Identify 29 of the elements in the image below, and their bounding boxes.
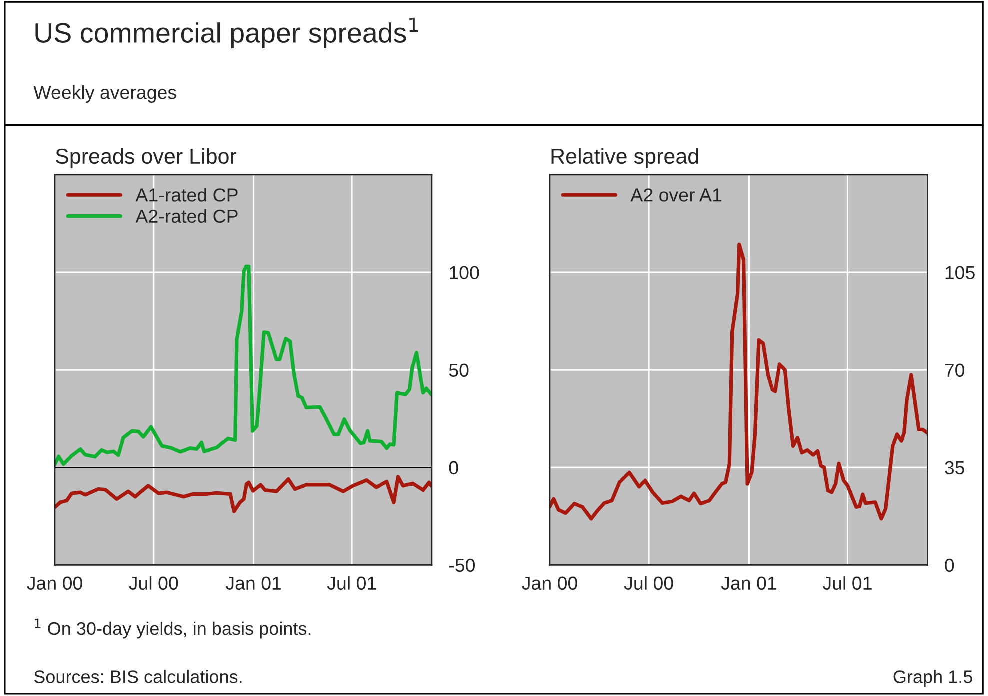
legend-label: A2-rated CP	[136, 209, 238, 224]
x-tick-label: Jul 01	[327, 576, 376, 590]
y-tick-label: 105	[946, 266, 975, 280]
y-tick-label: 0	[945, 558, 954, 572]
line-series	[55, 475, 432, 514]
x-tick-label: Jan 01	[226, 576, 282, 590]
caption: Graph 1.5	[894, 670, 972, 687]
chart-title: Spreads over Libor	[56, 148, 237, 168]
text: $^{1}$ On 30-day yields, in basis points.	[35, 618, 311, 639]
y-tick-label: 0	[449, 461, 458, 475]
legend-label: A2 over A1	[630, 188, 722, 202]
legend-label: A1-rated CP	[136, 188, 238, 202]
y-tick-label: 70	[945, 364, 965, 378]
chart-title: Relative spread	[552, 148, 698, 168]
x-tick-label: Jan 00	[27, 576, 82, 590]
source-note: Sources: BIS calculations.	[34, 670, 242, 684]
text: US commercial paper spreads$^{1}$	[36, 18, 418, 48]
y-tick-label: 50	[449, 364, 469, 378]
x-tick-label: Jul 00	[129, 576, 178, 590]
x-tick-label: Jul 00	[624, 576, 674, 590]
x-tick-label: Jan 01	[721, 576, 776, 590]
y-tick-label: 35	[945, 461, 964, 475]
text: Weekly averages	[34, 86, 176, 104]
x-tick-label: Jul 01	[823, 576, 872, 590]
x-tick-label: Jan 00	[522, 576, 578, 590]
line-series	[55, 264, 432, 466]
y-tick-label: 100	[450, 266, 480, 280]
y-tick-label: -50	[449, 558, 475, 572]
line-series	[550, 242, 928, 521]
